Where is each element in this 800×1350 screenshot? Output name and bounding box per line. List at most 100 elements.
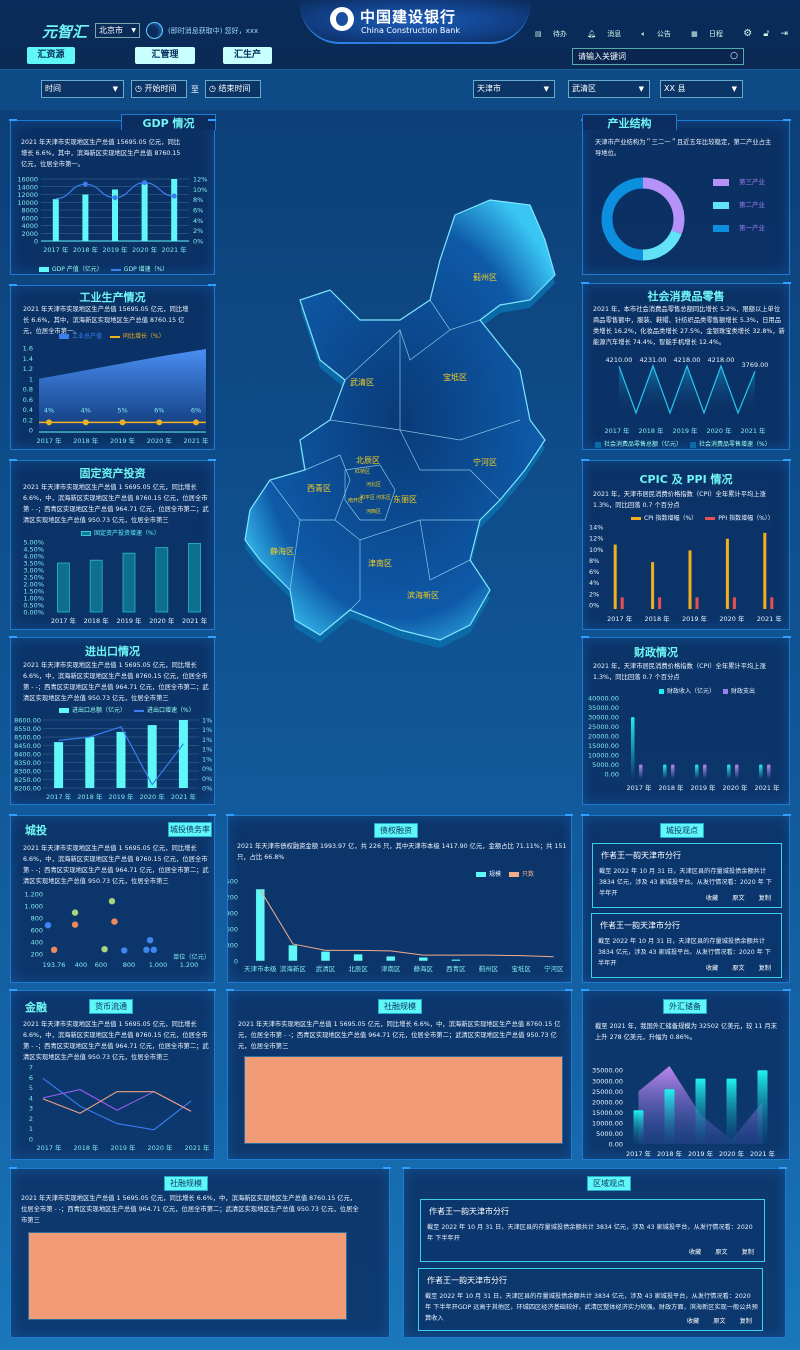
regional-views-tag[interactable]: 区域观点 [587,1176,631,1191]
debt-financing-tag[interactable]: 债权融资 [374,823,418,838]
map-district-label[interactable]: 滨海新区 [407,591,439,600]
y-tick-label: 35000.00 [592,1067,623,1075]
action-messages[interactable]: 🔔︎ 消息 [587,30,630,38]
x-tick-label: 宁河区 [544,964,564,973]
map-district-label[interactable]: 宝坻区 [443,373,467,382]
y-tick-label: 0 [29,427,33,435]
original-text-button[interactable]: 原文 [732,965,745,972]
y-tick-label: 0.4 [23,406,33,414]
y-tick-label: 0.50% [23,602,44,610]
map-district-label[interactable]: 和平区 [360,495,376,501]
finance-series-line [42,1077,192,1131]
opinion-card[interactable]: 作者王一韵天津市分行 截至 2022 年 10 月 31 日，天津区县的存量城投债… [420,1199,765,1262]
copy-button[interactable]: 复制 [741,1249,754,1256]
y-tick-label: 30000.00 [592,1077,623,1085]
chengtou-debt-ratio-button[interactable]: 城投债务率 [168,822,212,837]
map-district-label[interactable]: 北辰区 [356,456,380,465]
action-notice[interactable]: 🔈︎ 公告 [641,30,679,38]
x-tick-label: 天津市本级 [244,964,277,973]
original-text-button[interactable]: 原文 [715,1249,728,1256]
original-text-button[interactable]: 原文 [713,1318,726,1325]
retail-area [619,365,755,415]
county-select[interactable]: XX 县 ▼ [660,80,743,98]
y-tick-label: 3.50% [23,560,44,568]
copy-button[interactable]: 复制 [758,965,771,972]
opinion-card[interactable]: 作者王一韵天津市分行 截至 2022 年 10 月 31 日，天津区县的存量城投债… [592,843,782,908]
favorite-button[interactable]: 收藏 [705,965,719,972]
search-icon[interactable]: ○ [730,51,738,61]
chengtou-views-tag[interactable]: 城投观点 [660,823,704,838]
map-district-label[interactable]: 津南区 [368,559,392,568]
time-select[interactable]: 时间 ▼ [41,80,124,98]
legend-swatch [713,201,729,209]
action-schedule[interactable]: ▦ 日程 [691,30,732,38]
x-tick-label: 600 [95,961,107,969]
map-district-label[interactable]: 红桥区 [355,469,371,475]
x-tick-label: 2018 年 [73,436,99,445]
start-time-label: 开始时间 [144,84,177,93]
map-district-label[interactable]: 宁河区 [473,458,497,467]
copy-button[interactable]: 复制 [739,1318,752,1325]
forex-tag[interactable]: 外汇储备 [663,999,707,1014]
map-district-label[interactable]: 蓟州区 [473,273,497,282]
growth-point [193,419,199,426]
favorite-button[interactable]: 收藏 [705,895,719,902]
favorite-button[interactable]: 收藏 [688,1249,702,1256]
opinion-card[interactable]: 作者王一韵天津市分行 截至 2022 年 10 月 31 日，天津区县的存量城投债… [418,1268,763,1331]
social-financing-tag[interactable]: 社融规模 [378,999,422,1014]
nav-management[interactable]: 汇管理 [135,47,195,64]
city-filter-select[interactable]: 天津市 ▼ [473,80,555,98]
card-author: 作者王一韵天津市分行 [601,851,681,860]
cpi-bar [725,538,729,609]
trade-description: 2021 年天津市实现地区生产总值 1 5695.05 亿元，同比增长 6.6%… [23,662,209,702]
social-financing-bottom-tag[interactable]: 社融规模 [164,1176,208,1191]
city-select[interactable]: 北京市 ▼ [95,23,140,38]
map-district-label[interactable]: 河东区 [376,495,392,501]
ppi-bar [658,597,662,609]
map-district-label[interactable]: 武清区 [350,378,374,387]
opinion-card[interactable]: 作者王一韵天津市分行 截至 2022 年 10 月 31 日，天津区县的存量城投债… [591,913,782,978]
map-district-label[interactable]: 东丽区 [393,495,417,504]
favorite-button[interactable]: 收藏 [686,1318,700,1325]
y-tick-label: 8300.00 [14,768,41,776]
map-district-label[interactable]: 西青区 [307,484,331,493]
y-tick-label: 0.6 [23,396,33,404]
y-tick-label: 2.00% [23,581,44,589]
x-tick-label: 2018 年 [84,616,110,625]
tianjin-map[interactable] [220,110,580,670]
map-district-label[interactable]: 河北区 [366,482,382,488]
logout-icon[interactable]: ⇥ [780,29,789,39]
x-tick-label: 2021 年 [182,616,208,625]
map-district-label[interactable]: 南开区 [348,498,364,504]
growth-label: 4% [81,406,91,414]
action-todo[interactable]: ▤ 待办 [535,30,576,38]
y-tick-label: 20000.00 [588,733,619,741]
industry-legend: 工业总产值 同比增长（%） [51,331,165,340]
ppi-bar [770,597,774,609]
y-tick-label: 300 [228,942,238,950]
card-body: 截至 2022 年 10 月 31 日，天津区县的存量城投债余额共计 3834 … [427,1224,753,1242]
currency-circulation-button[interactable]: 货币流通 [89,999,133,1014]
legend-label: 第二产业 [739,201,765,209]
district-select[interactable]: 武清区 ▼ [568,80,650,98]
nav-production[interactable]: 汇生产 [223,47,272,64]
lock-icon[interactable]: 🔓︎ [763,29,770,39]
y-tick-label: 8600.00 [14,717,41,725]
end-time-button[interactable]: ◷ 结束时间 [205,80,261,98]
legend-label: 财政支出 [731,688,756,695]
start-time-button[interactable]: ◷ 开始时间 [131,80,187,98]
search-input[interactable]: 请输入关键词 ○ [572,48,744,65]
avatar[interactable] [146,22,163,39]
original-text-button[interactable]: 原文 [732,895,745,902]
copy-button[interactable]: 复制 [758,895,771,902]
action-label: 日程 [708,30,723,38]
y-tick-label: 6 [29,1074,33,1082]
map-district-label[interactable]: 河西区 [366,509,382,515]
y-tick-label: 35000.00 [588,704,619,712]
gear-icon[interactable]: ⚙ [743,28,753,39]
nav-resources[interactable]: 汇资源 [27,47,75,64]
y-tick-label: 8000 [21,207,38,215]
map-district-label[interactable]: 静海区 [270,547,294,556]
x-tick-label: 800 [123,961,135,969]
growth-point [119,419,126,426]
